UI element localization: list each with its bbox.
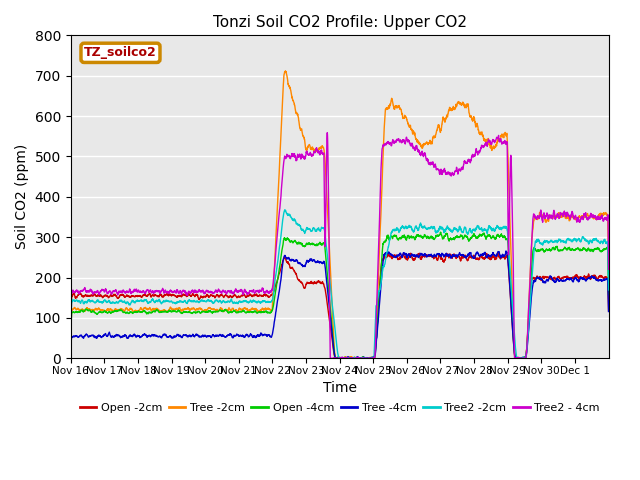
Text: TZ_soilco2: TZ_soilco2 <box>84 47 157 60</box>
X-axis label: Time: Time <box>323 382 356 396</box>
Legend: Open -2cm, Tree -2cm, Open -4cm, Tree -4cm, Tree2 -2cm, Tree2 - 4cm: Open -2cm, Tree -2cm, Open -4cm, Tree -4… <box>75 398 604 417</box>
Title: Tonzi Soil CO2 Profile: Upper CO2: Tonzi Soil CO2 Profile: Upper CO2 <box>212 15 467 30</box>
Y-axis label: Soil CO2 (ppm): Soil CO2 (ppm) <box>15 144 29 250</box>
